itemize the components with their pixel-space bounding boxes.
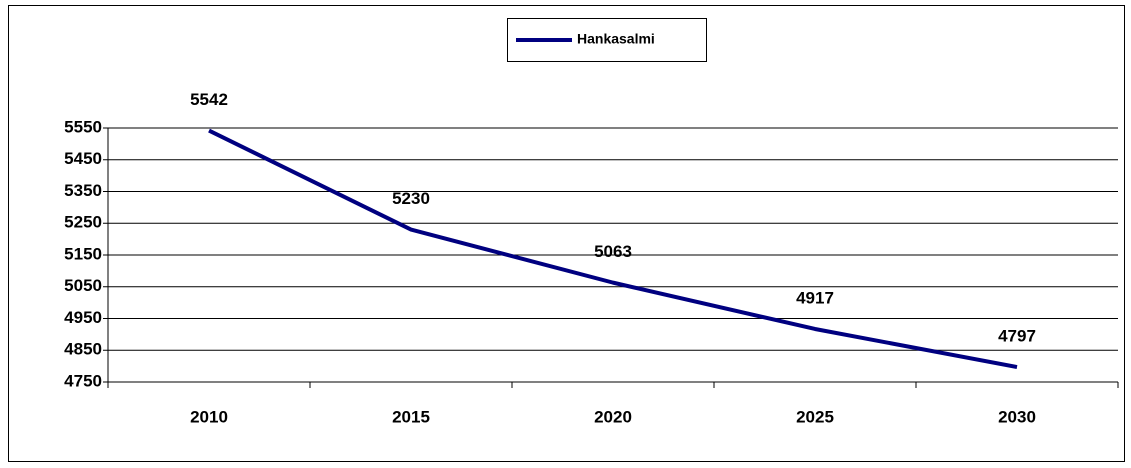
y-tick-label: 4850 — [64, 340, 102, 359]
y-tick-label: 4750 — [64, 371, 102, 390]
data-label: 5230 — [392, 189, 430, 208]
data-label: 5063 — [594, 242, 632, 261]
data-label: 5542 — [190, 90, 228, 109]
x-tick-label: 2010 — [190, 407, 228, 426]
y-tick-label: 5350 — [64, 181, 102, 200]
x-tick-label: 2030 — [998, 407, 1036, 426]
data-label: 4797 — [998, 327, 1036, 346]
x-tick-label: 2025 — [796, 407, 834, 426]
y-tick-label: 5250 — [64, 213, 102, 232]
y-tick-label: 5450 — [64, 149, 102, 168]
legend-label: Hankasalmi — [577, 31, 655, 47]
y-tick-label: 5150 — [64, 244, 102, 263]
y-tick-label: 5550 — [64, 117, 102, 136]
x-tick-label: 2015 — [392, 407, 430, 426]
y-tick-label: 4950 — [64, 308, 102, 327]
data-label: 4917 — [796, 288, 834, 307]
x-tick-label: 2020 — [594, 407, 632, 426]
chart-border — [8, 5, 1125, 462]
line-series — [208, 128, 1018, 370]
y-tick-label: 5050 — [64, 276, 102, 295]
